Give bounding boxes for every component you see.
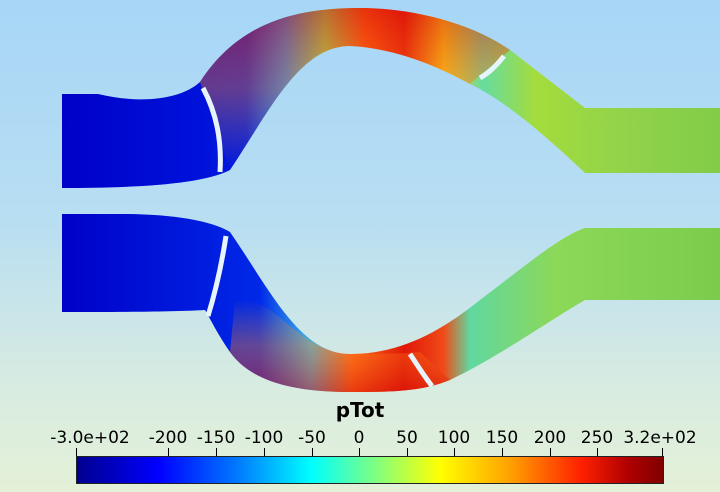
colorbar-tick-label: 3.2e+02 bbox=[623, 428, 697, 448]
colorbar-tick-mark bbox=[312, 448, 313, 456]
lower-blade-2 bbox=[407, 352, 434, 388]
lower-channel bbox=[62, 214, 720, 392]
colorbar-title: pTot bbox=[335, 398, 385, 422]
colorbar-tick-mark bbox=[597, 448, 598, 456]
colorbar-tick-label: 150 bbox=[485, 428, 519, 448]
colorbar-tick-mark bbox=[502, 448, 503, 456]
colorbar-tick-mark bbox=[662, 448, 663, 456]
colorbar-tick-mark bbox=[454, 448, 455, 456]
lower-blade-1 bbox=[205, 235, 229, 317]
colorbar-tick-mark bbox=[359, 448, 360, 456]
colorbar-tick-label: -50 bbox=[298, 428, 326, 448]
upper-blade-1 bbox=[200, 86, 223, 173]
colorbar-tick-mark bbox=[264, 448, 265, 456]
colorbar bbox=[76, 456, 664, 484]
colorbar-tick-label: 200 bbox=[533, 428, 567, 448]
colorbar-tick-label: 100 bbox=[437, 428, 471, 448]
colorbar-tick-label: -200 bbox=[148, 428, 188, 448]
colorbar-tick-mark bbox=[550, 448, 551, 456]
colorbar-tick-label: -3.0e+02 bbox=[50, 428, 130, 448]
colorbar-tick-label: 50 bbox=[396, 428, 418, 448]
upper-channel bbox=[62, 8, 720, 188]
upper-blade-2 bbox=[478, 54, 506, 81]
colorbar-tick-mark bbox=[216, 448, 217, 456]
colorbar-tick-label: -150 bbox=[196, 428, 236, 448]
colorbar-tick-label: 250 bbox=[580, 428, 614, 448]
flow-field-plot bbox=[62, 8, 720, 392]
lower-channel-field bbox=[62, 214, 720, 392]
colorbar-tick-mark bbox=[168, 448, 169, 456]
colorbar-tick-label: -100 bbox=[244, 428, 284, 448]
colorbar-tick-label: 0 bbox=[353, 428, 365, 448]
colorbar-tick-mark bbox=[407, 448, 408, 456]
lower-high-pressure-zone bbox=[230, 298, 450, 392]
colorbar-tick-mark bbox=[76, 448, 77, 456]
upper-high-pressure-zone bbox=[200, 8, 510, 170]
